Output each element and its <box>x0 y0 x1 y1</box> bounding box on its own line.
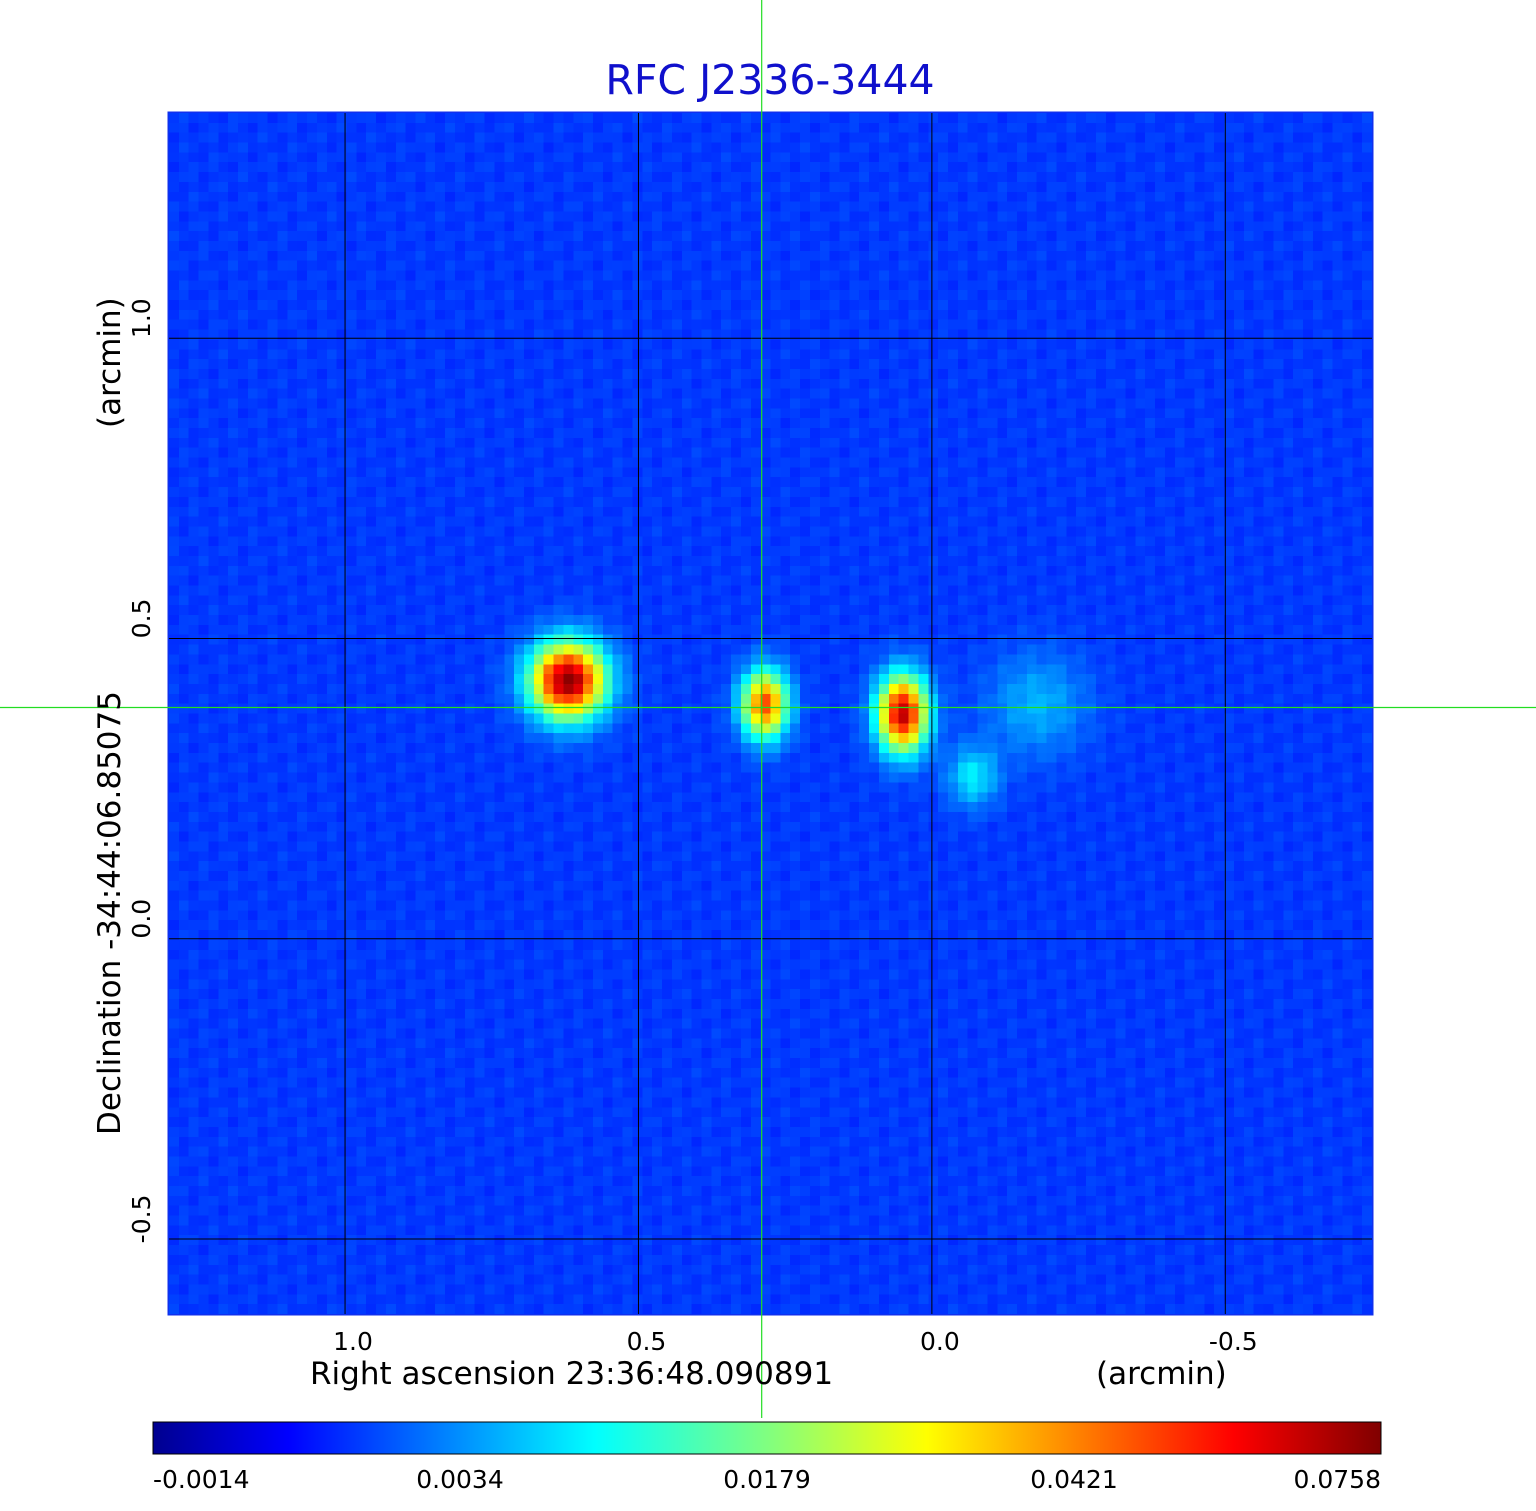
colorbar-label: 0.0034 <box>416 1465 503 1494</box>
x-axis-label: Right ascension 23:36:48.090891 <box>310 1356 833 1392</box>
intensity-map <box>169 113 1372 1314</box>
y-tick-labels: 1.0 0.5 0.0 -0.5 <box>127 298 156 1243</box>
colorbar-label: -0.0014 <box>153 1465 250 1494</box>
x-tick-label: -0.5 <box>1209 1327 1258 1356</box>
colorbar-label: 0.0179 <box>723 1465 810 1494</box>
x-axis-unit: (arcmin) <box>1096 1356 1227 1392</box>
y-tick-label: 1.0 <box>127 298 156 338</box>
x-tick-labels: 1.0 0.5 0.0 -0.5 <box>333 1327 1258 1356</box>
x-tick-label: 1.0 <box>333 1327 373 1356</box>
x-tick-label: 0.5 <box>627 1327 667 1356</box>
chart-title: RFC J2336-3444 <box>605 56 934 104</box>
colorbar-label: 0.0758 <box>1294 1465 1381 1494</box>
y-tick-label: 0.0 <box>127 899 156 939</box>
y-axis-unit: (arcmin) <box>92 297 128 428</box>
y-tick-label: -0.5 <box>127 1195 156 1244</box>
colorbar-label: 0.0421 <box>1030 1465 1117 1494</box>
x-tick-label: 0.0 <box>920 1327 960 1356</box>
image-layer <box>169 113 1372 1314</box>
colorbar-labels: -0.0014 0.0034 0.0179 0.0421 0.0758 <box>153 1465 1381 1494</box>
y-axis-label: Declination -34:44:06.85075 <box>92 691 128 1135</box>
y-tick-label: 0.5 <box>127 599 156 639</box>
colorbar <box>153 1422 1381 1454</box>
